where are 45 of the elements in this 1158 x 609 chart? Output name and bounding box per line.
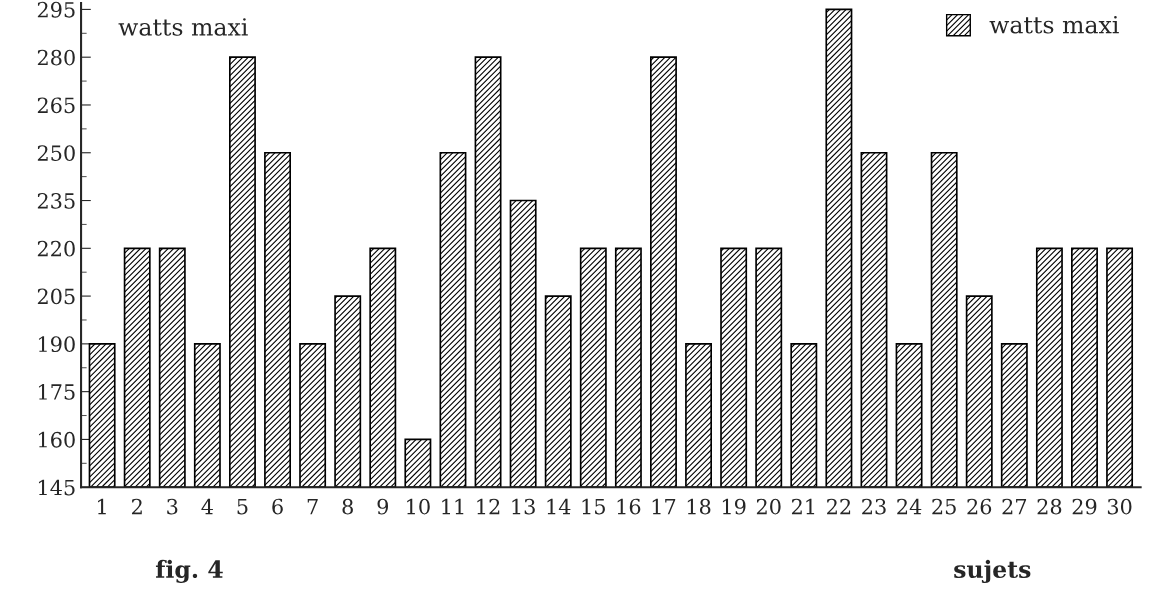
text: watts maxi [118, 18, 248, 36]
y-tick-label: 145 [38, 479, 75, 496]
y-tick-label: 250 [37, 145, 75, 161]
x-tick-label: 21 [791, 498, 815, 515]
x-tick-label: 8 [342, 498, 353, 515]
x-tick-label: 20 [756, 498, 781, 515]
x-tick-label: 19 [722, 498, 746, 515]
x-tick-label: 18 [687, 498, 711, 515]
legend-label: watts maxi [989, 15, 1119, 34]
y-tick-label: 280 [37, 49, 75, 66]
x-tick-label: 7 [307, 498, 318, 515]
x-tick-label: 26 [967, 498, 992, 515]
x-tick-label: 24 [897, 498, 922, 515]
x-tick-label: 17 [652, 498, 676, 515]
y-tick-label: 220 [37, 240, 75, 257]
x-tick-label: 1 [98, 498, 106, 515]
x-tick-label: 11 [442, 498, 464, 515]
x-tick-label: 13 [512, 498, 535, 515]
x-tick-label: 22 [827, 498, 851, 515]
x-tick-label: 2 [131, 498, 142, 515]
x-tick-label: 6 [272, 498, 283, 515]
x-tick-label: 3 [167, 498, 178, 515]
x-tick-label: 16 [617, 498, 641, 515]
y-tick-label: 160 [38, 431, 75, 448]
y-tick-label: 265 [37, 97, 75, 114]
x-tick-label: 28 [1037, 498, 1062, 515]
y-tick-label: 190 [38, 336, 75, 353]
y-tick-label: 175 [38, 384, 75, 400]
x-tick-label: 9 [377, 498, 389, 515]
x-tick-label: 30 [1107, 498, 1132, 515]
x-tick-label: 12 [477, 498, 500, 515]
x-tick-label: 5 [237, 498, 248, 515]
x-tick-label: 15 [582, 498, 605, 515]
x-tick-label: 10 [407, 498, 430, 515]
x-tick-label: 29 [1072, 498, 1097, 515]
y-tick-label: 235 [37, 192, 75, 209]
x-tick-label: 4 [201, 498, 213, 515]
x-tick-label: 27 [1002, 498, 1027, 515]
y-tick-label: 295 [37, 1, 75, 18]
x-tick-label: 14 [547, 498, 571, 515]
caption: fig. 4 [155, 559, 223, 584]
x-tick-label: 25 [932, 498, 956, 515]
y-tick-label: 205 [37, 288, 75, 305]
x-tick-label: 23 [862, 498, 886, 515]
x-axis-title: sujets [954, 559, 1031, 584]
